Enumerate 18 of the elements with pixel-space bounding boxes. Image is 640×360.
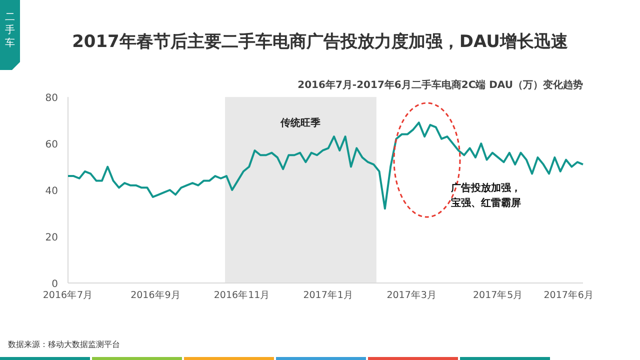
x-tick-label: 2017年6月 [544,289,594,301]
x-tick-label: 2016年7月 [42,289,94,301]
x-tick-label: 2017年3月 [386,289,437,301]
y-tick-label: 80 [45,93,58,104]
y-tick-label: 20 [45,232,58,244]
annotation: 广告投放加强，宝强、红雷霸屏 [450,182,521,209]
x-tick-label: 2016年11月 [214,289,270,301]
x-tick-label: 2016年9月 [130,289,181,301]
source-note: 数据来源：移动大数据监测平台 [8,340,120,349]
band-label: 传统旺季 [280,117,322,129]
chart-subtitle: 2016年7月-2017年6月二手车电商2C端 DAU（万）变化趋势 [298,79,583,91]
y-tick-label: 60 [45,140,58,150]
y-tick-label: 40 [45,186,58,197]
x-tick-label: 2017年5月 [472,289,524,301]
text: 二手车 [5,12,15,49]
y-tick-label: 0 [52,279,58,290]
x-tick-label: 2017年1月 [303,289,354,301]
chart-title: 2017年春节后主要二手车电商广告投放力度加强，DAU增长迅速 [72,32,568,52]
